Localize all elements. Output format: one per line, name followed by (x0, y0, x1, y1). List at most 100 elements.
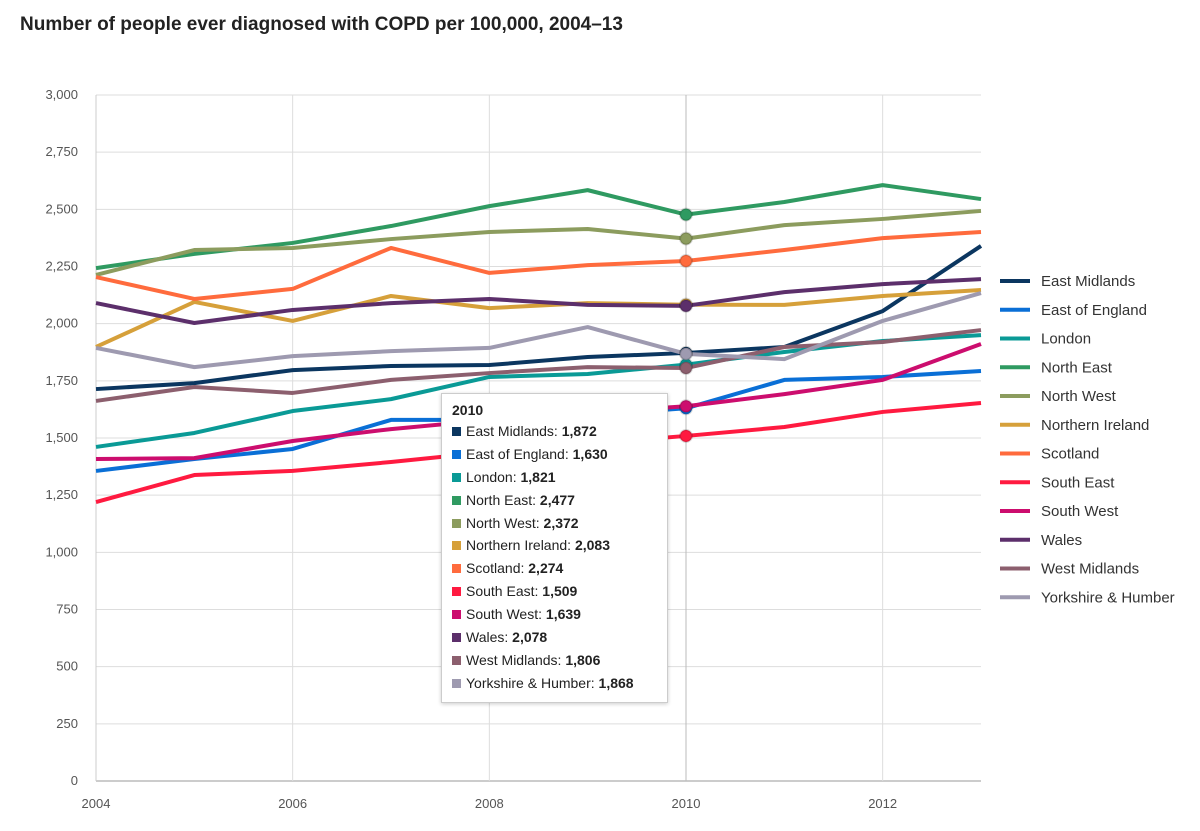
tooltip-value: 2,477 (539, 491, 575, 508)
tooltip-swatch (452, 518, 461, 528)
y-tick-label: 1,750 (45, 373, 78, 388)
tooltip-swatch (452, 472, 461, 482)
tooltip-swatch (452, 678, 461, 688)
legend-label: West Midlands (1041, 561, 1139, 578)
tooltip-row: South East: 1,509 (452, 580, 657, 603)
tooltip-value: 1,868 (598, 674, 634, 691)
tooltip-swatch (452, 541, 461, 551)
tooltip-row: East Midlands: 1,872 (452, 420, 657, 443)
tooltip-swatch (452, 610, 461, 620)
tooltip-row: Northern Ireland: 2,083 (452, 534, 657, 557)
y-tick-label: 3,000 (45, 87, 78, 102)
hover-point (679, 231, 693, 246)
legend-label: North East (1041, 359, 1113, 376)
tooltip-swatch (452, 633, 461, 643)
tooltip-label: Wales: (466, 629, 509, 646)
tooltip-row: East of England: 1,630 (452, 443, 657, 466)
y-tick-label: 1,250 (45, 487, 78, 502)
hover-point (679, 428, 693, 443)
tooltip-label: South West: (466, 606, 543, 623)
tooltip-value: 2,372 (543, 514, 579, 531)
tooltip-swatch (452, 449, 461, 459)
series-line-0 (95, 244, 983, 392)
tooltip-label: East of England: (466, 445, 569, 462)
y-tick-label: 2,750 (45, 144, 78, 159)
chart-title: Number of people ever diagnosed with COP… (20, 14, 623, 35)
legend-label: Yorkshire & Humber (1041, 589, 1175, 606)
y-tick-label: 1,500 (45, 430, 78, 445)
series-line-4 (95, 208, 982, 277)
legend-label: Scotland (1041, 446, 1099, 463)
tooltip: 2010 East Midlands: 1,872 East of England… (441, 393, 668, 703)
tooltip-value: 1,639 (545, 606, 581, 623)
tooltip-value: 1,872 (561, 423, 597, 439)
y-tick-label: 2,500 (45, 201, 78, 216)
y-tick-label: 500 (56, 659, 78, 674)
series-line-5 (95, 288, 982, 349)
series-line-3 (95, 183, 982, 271)
hover-point (679, 361, 693, 376)
tooltip-swatch (452, 427, 461, 436)
series-line-6 (95, 229, 982, 301)
tooltip-swatch (452, 564, 461, 574)
tooltip-swatch (452, 587, 461, 597)
y-tick-label: 2,250 (45, 259, 78, 274)
hover-point (679, 298, 693, 313)
series-line-11 (95, 291, 982, 370)
tooltip-label: South East: (466, 583, 539, 600)
legend-label: East of England (1041, 302, 1147, 319)
tooltip-value: 1,509 (542, 583, 578, 600)
y-tick-label: 1,000 (45, 544, 78, 559)
x-tick-label: 2004 (82, 796, 111, 811)
legend-label: London (1041, 331, 1091, 348)
series-line-2 (95, 333, 982, 449)
tooltip-label: Scotland: (466, 560, 525, 577)
tooltip-value: 2,078 (512, 629, 548, 646)
tooltip-row: Scotland: 2,274 (452, 557, 657, 580)
tooltip-row: South West: 1,639 (452, 603, 657, 626)
tooltip-label: East Midlands: (466, 423, 558, 439)
x-tick-label: 2010 (672, 796, 701, 811)
tooltip-row: North East: 2,477 (452, 489, 657, 512)
tooltip-row: North West: 2,372 (452, 512, 657, 535)
tooltip-value: 2,274 (528, 560, 564, 577)
legend-label: South East (1041, 474, 1115, 491)
series-line-10 (95, 328, 982, 403)
x-tick-label: 2012 (868, 796, 897, 811)
hover-point (679, 346, 693, 361)
y-tick-label: 250 (56, 716, 78, 731)
tooltip-label: North West: (466, 514, 540, 531)
tooltip-value: 1,630 (572, 445, 608, 462)
y-tick-label: 750 (56, 602, 78, 617)
legend-label: Wales (1041, 532, 1082, 549)
hover-point (679, 399, 693, 414)
legend-label: North West (1041, 388, 1117, 405)
x-tick-label: 2008 (475, 796, 504, 811)
tooltip-row: London: 1,821 (452, 466, 657, 489)
legend-label: South West (1041, 503, 1119, 520)
tooltip-row: Wales: 2,078 (452, 626, 657, 649)
tooltip-swatch (452, 495, 461, 505)
y-tick-label: 2,000 (45, 316, 78, 331)
tooltip-row: West Midlands: 1,806 (452, 649, 657, 672)
tooltip-year: 2010 (452, 402, 484, 418)
tooltip-label: Northern Ireland: (466, 537, 572, 554)
tooltip-row: Yorkshire & Humber: 1,868 (452, 672, 657, 695)
tooltip-value: 1,806 (565, 651, 601, 668)
tooltip-value: 2,083 (574, 537, 610, 554)
hover-point (679, 207, 693, 222)
tooltip-label: West Midlands: (466, 651, 562, 668)
x-tick-label: 2006 (278, 796, 307, 811)
series-line-9 (95, 277, 982, 325)
tooltip-value: 1,821 (520, 468, 556, 485)
tooltip-label: London: (466, 468, 517, 485)
tooltip-swatch (452, 655, 461, 665)
tooltip-label: North East: (466, 491, 537, 508)
tooltip-label: Yorkshire & Humber: (466, 674, 595, 691)
hover-point (679, 254, 693, 269)
y-tick-label: 0 (71, 773, 78, 788)
legend-label: Northern Ireland (1041, 417, 1149, 434)
legend-label: East Midlands (1041, 273, 1135, 290)
